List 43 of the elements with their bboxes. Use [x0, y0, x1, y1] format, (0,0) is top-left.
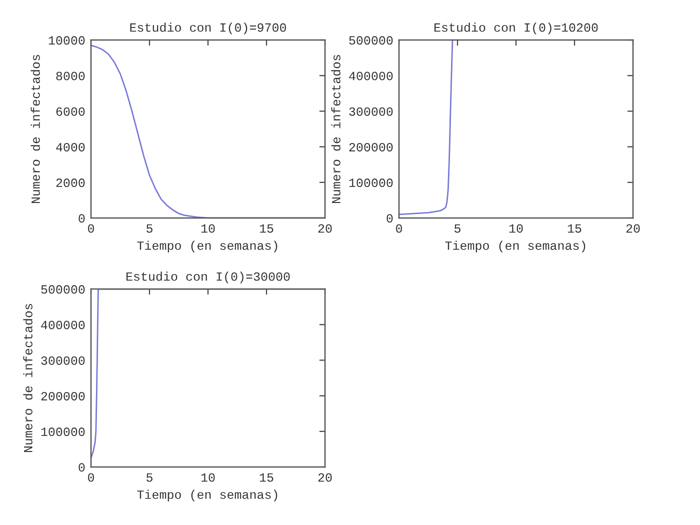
y-tick-label: 8000 — [56, 72, 85, 80]
x-axis-title: Tiempo (en semanas) — [137, 240, 278, 252]
x-tick-label: 10 — [201, 473, 215, 482]
y-tick-label: 100000 — [41, 428, 85, 436]
x-tick-label: 0 — [88, 473, 94, 482]
x-tick-label: 10 — [201, 224, 215, 233]
y-tick-label: 200000 — [41, 392, 85, 400]
x-tick-label: 20 — [318, 473, 332, 482]
x-tick-label: 0 — [396, 224, 402, 233]
y-tick-label: 2000 — [56, 178, 85, 188]
x-axis-title: Tiempo (en semanas) — [137, 490, 278, 502]
x-tick-label: 5 — [146, 473, 152, 482]
x-tick-label: 5 — [454, 224, 460, 233]
y-axis-title: Numero de infectados — [30, 55, 40, 204]
x-tick-label: 20 — [626, 224, 640, 233]
y-tick-label: 200000 — [349, 142, 393, 152]
y-axis-title: Numero de infectados — [331, 55, 340, 204]
y-axis-title: Numero de infectados — [23, 304, 32, 452]
y-tick-label: 400000 — [41, 320, 85, 330]
x-tick-label: 20 — [318, 224, 332, 233]
y-tick-label: 0 — [78, 463, 85, 472]
y-tick-label: 400000 — [349, 72, 393, 80]
y-tick-label: 0 — [386, 214, 393, 223]
y-tick-label: 6000 — [56, 107, 85, 116]
y-tick-label: 0 — [78, 214, 85, 223]
x-tick-label: 10 — [509, 224, 523, 233]
y-tick-label: 500000 — [41, 285, 85, 294]
x-tick-label: 5 — [146, 224, 152, 233]
chart-title: Estudio con I(0)=10200 — [434, 22, 598, 34]
y-tick-label: 10000 — [48, 36, 85, 45]
y-tick-label: 100000 — [349, 178, 393, 188]
y-tick-label: 300000 — [41, 356, 85, 365]
chart-title: Estudio con I(0)=9700 — [130, 22, 286, 34]
chart-title: Estudio con I(0)=30000 — [126, 272, 290, 284]
line-series — [399, 40, 454, 216]
x-tick-label: 15 — [260, 473, 274, 482]
y-tick-label: 300000 — [349, 107, 393, 116]
y-tick-label: 4000 — [56, 142, 85, 152]
x-tick-label: 15 — [260, 224, 274, 233]
x-tick-label: 0 — [88, 224, 94, 233]
y-tick-label: 500000 — [349, 36, 393, 45]
x-tick-label: 15 — [568, 224, 582, 233]
x-axis-title: Tiempo (en semanas) — [445, 240, 586, 252]
